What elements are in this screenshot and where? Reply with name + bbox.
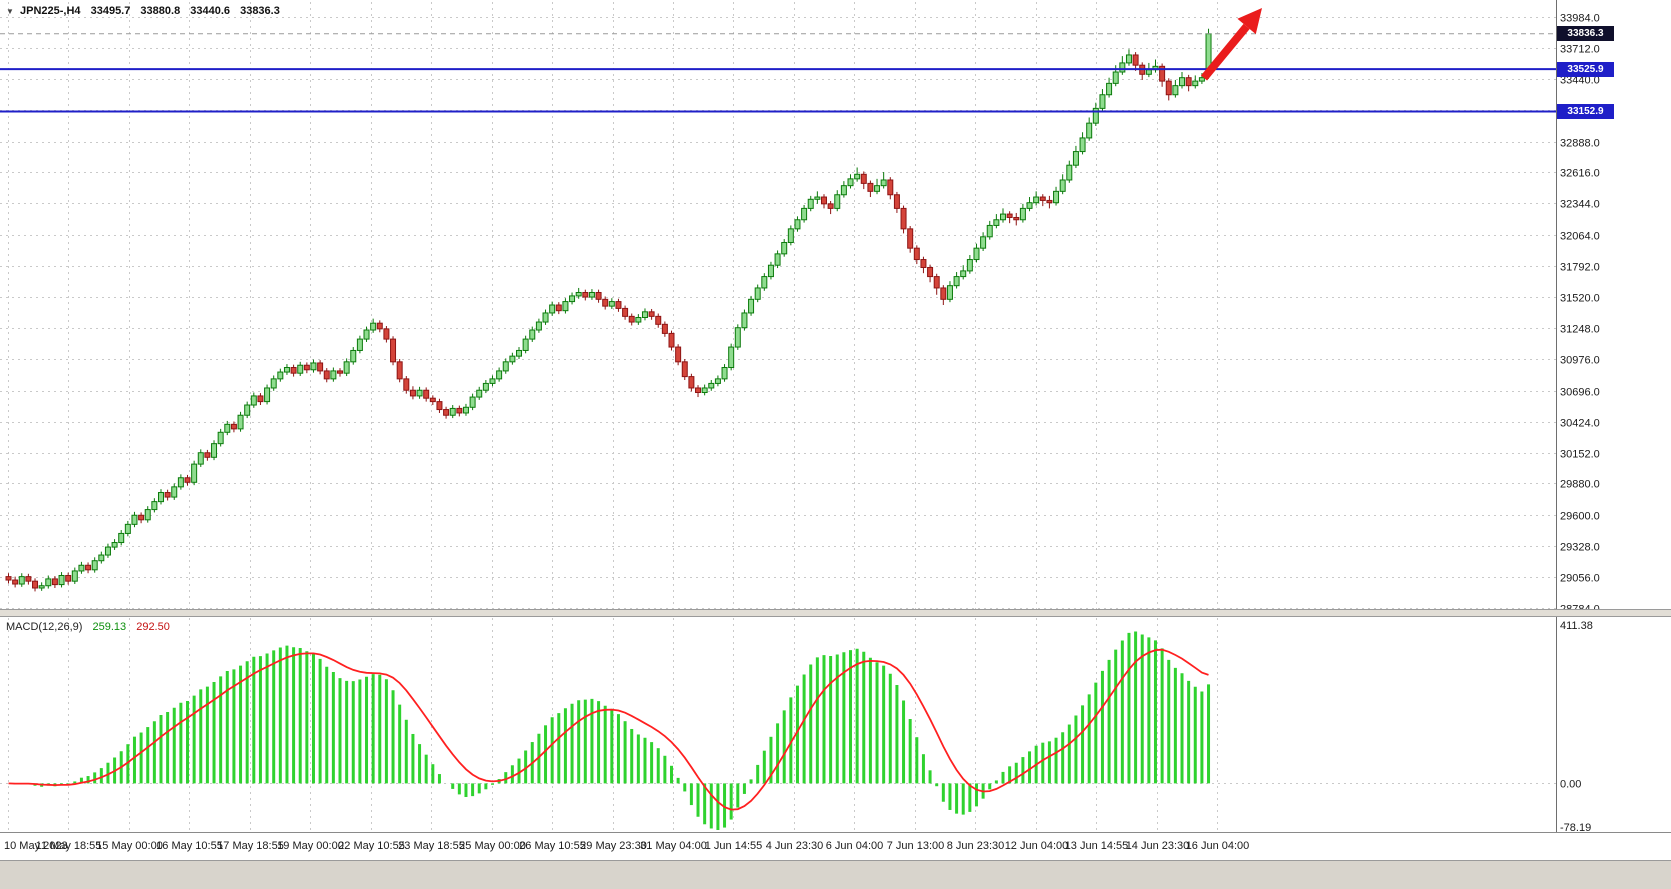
tick-label: 31520.0 [1560,293,1600,305]
tick-label: 8 Jun 23:30 [947,840,1005,852]
tick-label: 15 May 00:00 [96,840,163,852]
tick-label: 32616.0 [1560,168,1600,180]
symbol-title: JPN225-,H4 [19,5,81,17]
grid-layer: 33984.033712.033440.033168.032888.032616… [0,2,1600,852]
tick-label: 11 May 18:55 [36,840,102,852]
macd-signal-line [8,648,1209,811]
tick-label: 30976.0 [1560,355,1600,367]
tick-label: 25 May 00:00 [459,840,526,852]
tick-label: 32064.0 [1560,231,1600,243]
trend-arrow[interactable] [1200,8,1262,81]
quote-low: 33440.6 [190,5,231,17]
tick-label: 29880.0 [1560,479,1600,491]
tick-label: 4 Jun 23:30 [766,840,824,852]
tick-label: 29056.0 [1560,573,1600,585]
tick-label: 26 May 10:55 [519,840,586,852]
symbol-info-bar: ▼ JPN225-,H4 33495.7 33880.8 33440.6 338… [6,5,287,17]
window-bottom-strip [0,860,1671,889]
tick-label: 0.00 [1560,778,1581,790]
panel-splitter[interactable] [0,609,1671,617]
tick-label: 22 May 10:55 [338,840,405,852]
hline-price-tag-upper[interactable]: 33525.9 [1557,61,1614,77]
macd-name: MACD(12,26,9) [6,621,83,633]
tick-label: 31 May 04:00 [640,840,707,852]
tick-label: 10 May 2023 [4,840,68,852]
quote-open: 33495.7 [90,5,131,17]
chart-symbol-icon: ▼ [6,7,14,16]
hline-lower-value: 33152.9 [1567,106,1604,117]
tick-label: 32344.0 [1560,199,1600,211]
tick-label: 29328.0 [1560,542,1600,554]
tick-label: 12 Jun 04:00 [1005,840,1069,852]
current-price-value: 33836.3 [1567,28,1604,40]
quote-close: 33836.3 [240,5,280,17]
tick-label: 33712.0 [1560,44,1600,56]
tick-label: 31248.0 [1560,324,1600,336]
tick-label: 30152.0 [1560,449,1600,461]
macd-signal-value: 292.50 [136,621,170,633]
hline-layer[interactable] [0,33,1556,113]
tick-label: 31792.0 [1560,262,1600,274]
macd-main-value: 259.13 [92,621,127,633]
tick-label: 14 Jun 23:30 [1126,840,1190,852]
tick-label: 13 Jun 14:55 [1065,840,1129,852]
macd-histogram [13,631,1211,830]
quote-high: 33880.8 [140,5,181,17]
tick-label: 32888.0 [1560,138,1600,150]
tick-label: 30696.0 [1560,387,1600,399]
tick-label: 16 May 10:55 [156,840,223,852]
tick-label: 19 May 00:00 [277,840,344,852]
tick-label: 17 May 18:55 [217,840,284,852]
tick-label: 29 May 23:30 [580,840,647,852]
macd-indicator-label: MACD(12,26,9) 259.13 292.50 [6,621,170,633]
tick-label: -78.19 [1560,822,1591,834]
tick-label: 23 May 18:55 [398,840,465,852]
tick-label: 16 Jun 04:00 [1186,840,1250,852]
tick-label: 6 Jun 04:00 [826,840,884,852]
candles-layer[interactable] [5,28,1212,592]
hline-price-tag-lower[interactable]: 33152.9 [1557,104,1614,119]
hline-upper-value: 33525.9 [1567,63,1604,75]
tick-label: 30424.0 [1560,418,1600,430]
tick-label: 33984.0 [1560,13,1600,25]
current-price-tag: 33836.3 [1557,26,1614,42]
tick-label: 33440.0 [1560,75,1600,87]
tick-label: 7 Jun 13:00 [887,840,945,852]
tick-label: 29600.0 [1560,511,1600,523]
tick-label: 411.38 [1560,620,1593,632]
tick-label: 1 Jun 14:55 [705,840,763,852]
axis-separators [0,0,1671,833]
